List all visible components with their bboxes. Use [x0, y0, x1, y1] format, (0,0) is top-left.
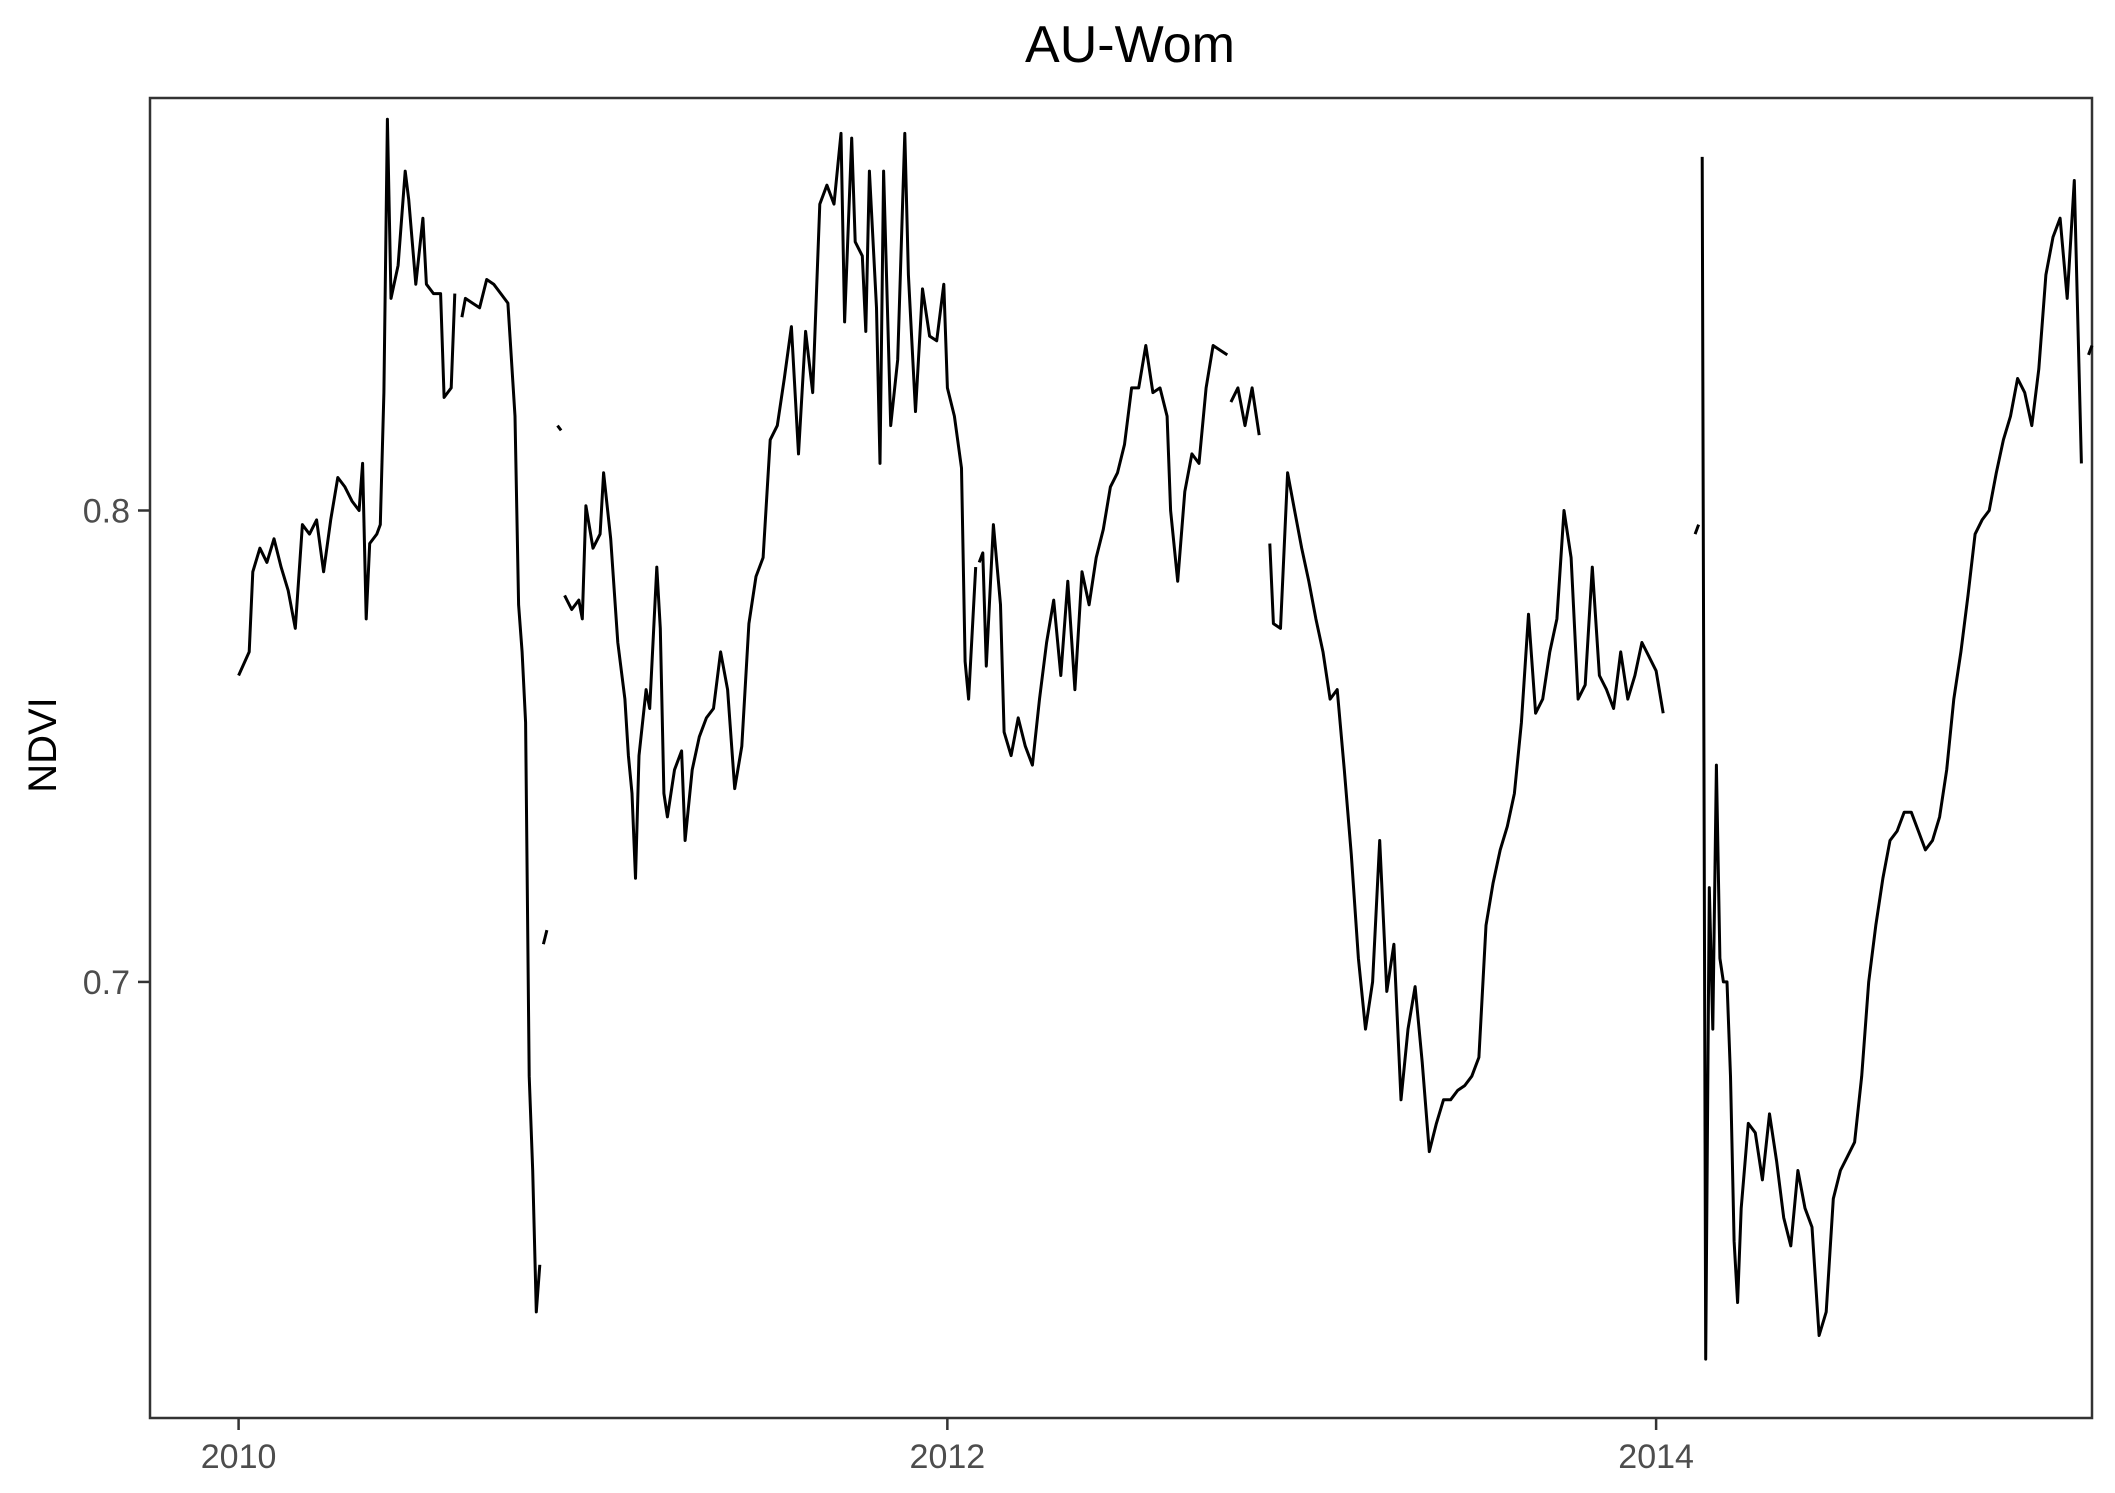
series-line-segment	[460, 278, 542, 1314]
y-tick-label: 0.7	[83, 964, 130, 1002]
series-line-segment	[1693, 524, 1701, 535]
series-line-segment	[2087, 344, 2094, 356]
x-tick-label: 2014	[1618, 1438, 1694, 1476]
y-axis: 0.7 0.8	[83, 493, 150, 1002]
series-line-segment	[563, 131, 978, 880]
x-axis: 2010 2012 2014	[201, 1418, 1694, 1476]
y-tick-label: 0.8	[83, 493, 130, 531]
x-tick-label: 2012	[910, 1438, 986, 1476]
series-line-segment	[1700, 156, 2083, 1361]
series-line-segment	[1229, 386, 1261, 436]
series-line-segment	[977, 344, 1229, 767]
series-line-segment	[237, 117, 457, 677]
series-line-segment	[1268, 471, 1665, 1154]
series-line-segment	[556, 424, 563, 432]
plot-panel	[148, 96, 2094, 1420]
series-line-segment	[541, 929, 549, 945]
chart-title: AU-Wom	[1025, 16, 1235, 74]
y-axis-title: NDVI	[21, 697, 65, 793]
x-tick-label: 2010	[201, 1438, 277, 1476]
ndvi-series	[237, 117, 2094, 1361]
